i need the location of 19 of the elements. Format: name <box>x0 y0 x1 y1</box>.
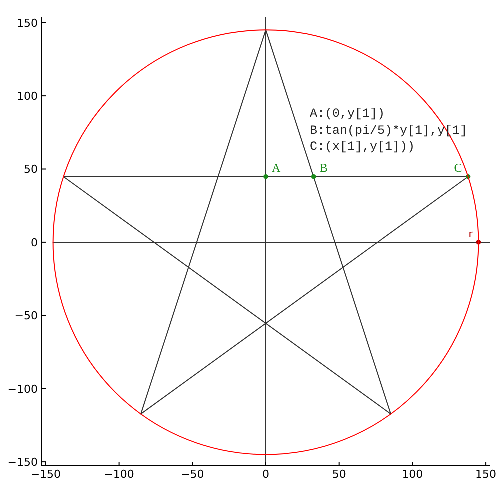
annotation: C:(x[1],y[1])) <box>310 139 416 156</box>
x-tick-label: −100 <box>104 468 134 481</box>
y-tick-label: 0 <box>31 236 38 250</box>
x-tick-label: 0 <box>262 468 270 481</box>
y-tick-label: −150 <box>8 456 38 469</box>
annotation: B <box>320 160 328 175</box>
y-tick-label: 150 <box>17 16 38 30</box>
x-tick-label: 100 <box>402 468 424 481</box>
y-tick-label: −100 <box>8 382 38 396</box>
x-tick-label: −50 <box>181 468 204 481</box>
annotation: A <box>272 160 281 175</box>
x-tick-label: 50 <box>332 468 346 481</box>
y-tick-label: −50 <box>14 310 38 323</box>
y-tick-label: 100 <box>17 90 38 103</box>
x-tick-label: 150 <box>476 468 497 481</box>
annotation: A:(0,y[1]) <box>310 106 386 123</box>
annotation: C <box>454 160 462 175</box>
annotation: r <box>468 226 473 240</box>
y-tick-label: 50 <box>24 163 38 176</box>
